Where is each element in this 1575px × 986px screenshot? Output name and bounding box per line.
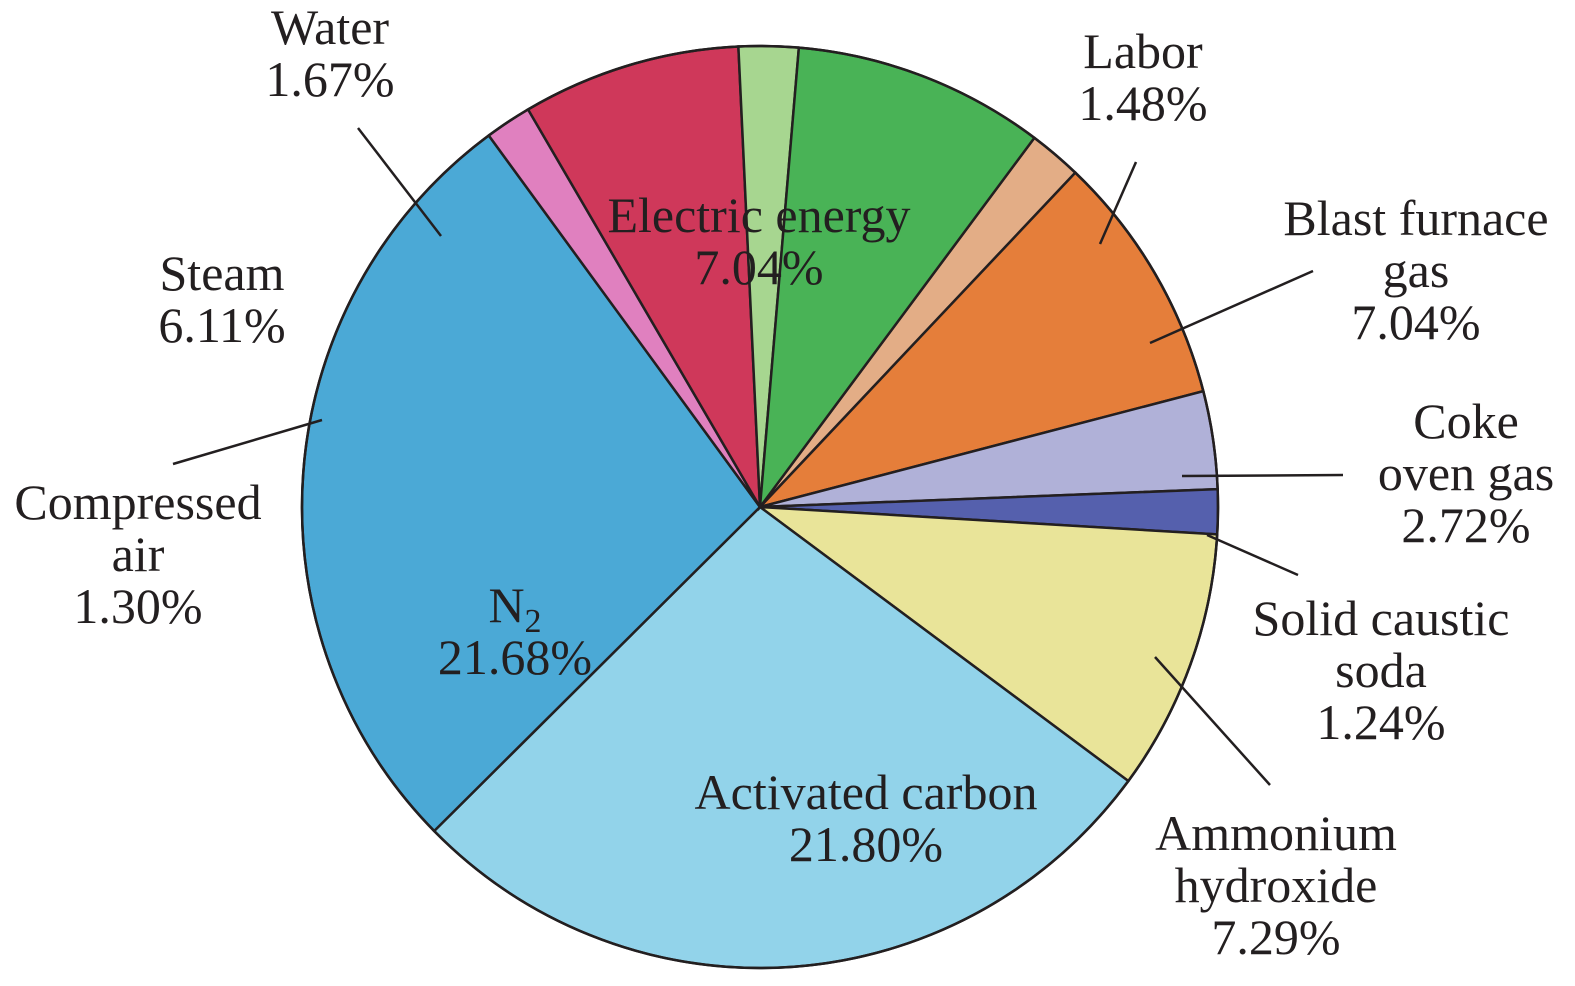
slice-label-line: Activated carbon (695, 764, 1038, 820)
slice-value-electric: 7.04% (694, 239, 823, 295)
slice-label-line: N (488, 577, 524, 633)
slice-label-line: Compressed (14, 474, 261, 530)
slice-label-line: Water (271, 0, 389, 55)
leader-line-soda (1206, 533, 1299, 577)
slice-label-labor: Labor 1.48% (1078, 23, 1207, 131)
slice-label-line: Labor (1083, 23, 1203, 79)
slice-label-line: Solid caustic (1253, 590, 1510, 646)
leader-line-water (357, 127, 442, 237)
slice-label-line: oven gas (1378, 445, 1554, 501)
slice-label-subscript: 2 (525, 603, 542, 640)
slice-value-bfg: 7.04% (1351, 294, 1480, 350)
slice-label-steam: Steam 6.11% (158, 245, 285, 353)
leader-line-bfg (1149, 269, 1314, 345)
slice-label-line: Coke (1413, 393, 1519, 449)
slice-label-carbon: Activated carbon 21.80% (695, 764, 1038, 872)
slice-label-line: gas (1383, 242, 1450, 298)
slice-label-line: soda (1335, 642, 1427, 698)
slice-label-line: Ammonium (1155, 805, 1397, 861)
slice-label-line: Blast furnace (1283, 190, 1548, 246)
leader-lines (172, 127, 1344, 786)
slice-label-ammonium: Ammonium hydroxide 7.29% (1155, 805, 1397, 965)
slice-label-bfg: Blast furnace gas 7.04% (1283, 190, 1548, 350)
slice-value-soda: 1.24% (1316, 694, 1445, 750)
leader-line-ammonium (1154, 656, 1271, 786)
slice-value-n2: 21.68% (438, 629, 592, 685)
slice-label-line: Electric energy (607, 187, 910, 243)
slice-value-steam: 6.11% (158, 297, 285, 353)
leader-line-air (172, 418, 323, 466)
slice-label-electric: Electric energy 7.04% (607, 187, 910, 295)
slice-value-water: 1.67% (265, 51, 394, 107)
slice-value-carbon: 21.80% (789, 816, 943, 872)
slice-label-soda: Solid caustic soda 1.24% (1253, 590, 1510, 750)
slice-label-air: Compressed air 1.30% (14, 474, 261, 634)
slice-label-line: Steam (160, 245, 285, 301)
leader-line-coke (1181, 473, 1344, 478)
slice-label-line: air (112, 526, 165, 582)
slice-value-labor: 1.48% (1078, 75, 1207, 131)
slice-value-air: 1.30% (73, 578, 202, 634)
slice-value-coke: 2.72% (1401, 497, 1530, 553)
slice-label-line: hydroxide (1175, 857, 1378, 913)
slice-label-water: Water 1.67% (265, 0, 394, 107)
slice-label-coke: Coke oven gas 2.72% (1378, 393, 1554, 553)
pie-slices (300, 44, 1220, 970)
pie-outline (300, 44, 1220, 970)
slice-label-n2: N2 21.68% (438, 577, 592, 685)
leader-line-labor (1098, 161, 1138, 245)
slice-labels: Labor 1.48%Blast furnace gas 7.04%Coke oven … (14, 0, 1554, 965)
slice-value-ammonium: 7.29% (1211, 909, 1340, 965)
